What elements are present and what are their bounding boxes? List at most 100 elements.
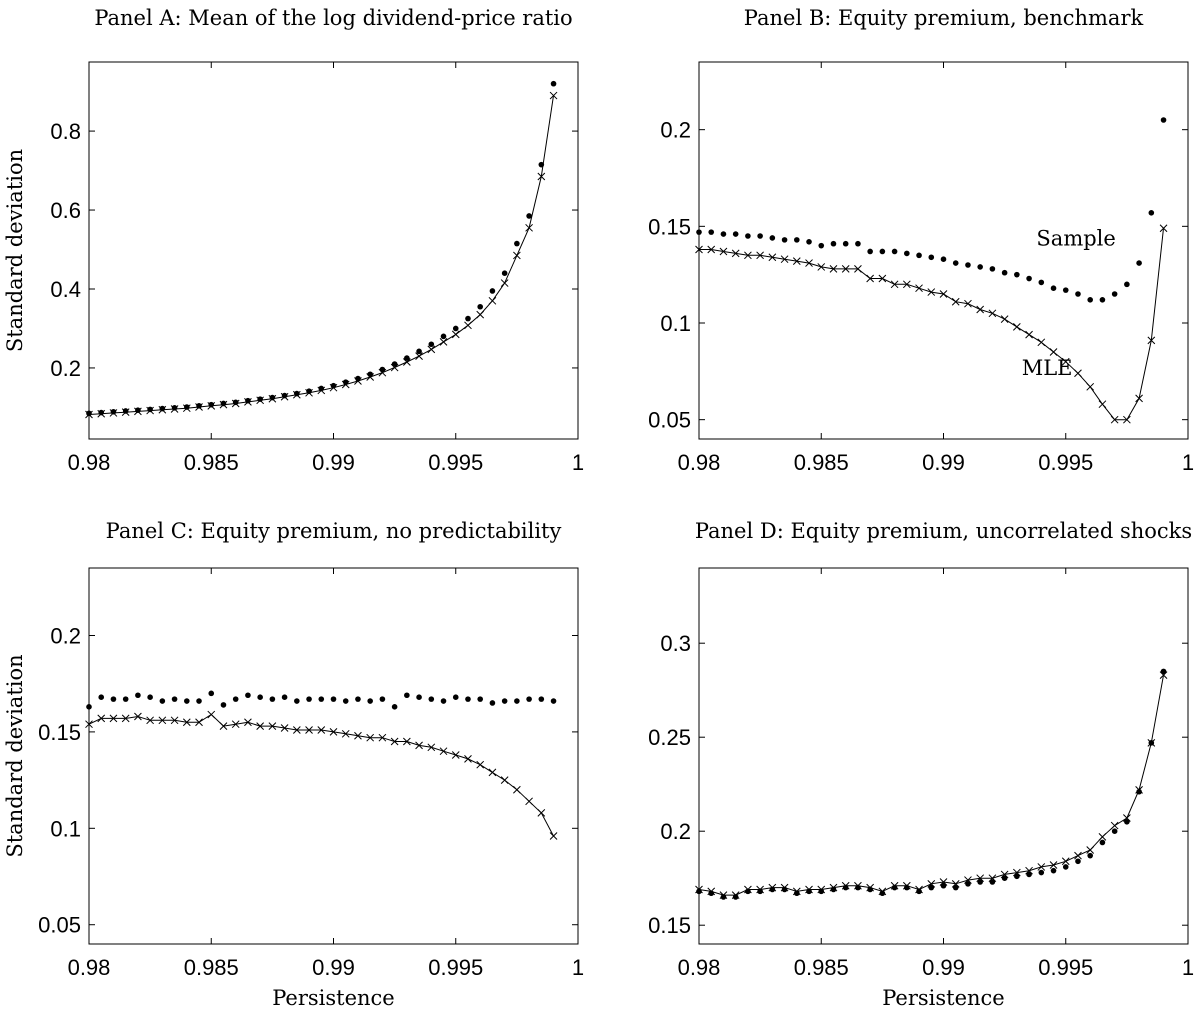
dot-marker xyxy=(830,240,837,247)
x-marker xyxy=(317,726,326,734)
x-marker xyxy=(1147,738,1156,747)
y-axis-label: Standard deviation xyxy=(3,149,27,352)
x-marker xyxy=(1074,851,1082,860)
x-marker xyxy=(525,797,533,806)
x-marker xyxy=(744,251,752,260)
x-marker xyxy=(500,279,509,287)
dot-marker xyxy=(355,696,361,702)
dot-marker xyxy=(159,698,166,704)
dot-marker xyxy=(1026,275,1032,282)
dot-marker xyxy=(977,879,983,885)
series-line xyxy=(88,95,554,415)
x-marker xyxy=(121,408,130,417)
x-marker xyxy=(427,743,436,752)
x-marker xyxy=(854,881,862,890)
x-marker xyxy=(1000,315,1009,323)
x-marker xyxy=(109,714,118,723)
dot-marker xyxy=(1087,297,1093,303)
x-marker xyxy=(1147,336,1156,345)
x-marker xyxy=(951,297,960,306)
mle-series xyxy=(85,91,558,419)
dot-marker xyxy=(879,248,886,255)
y-tick-label: 0.15 xyxy=(38,720,81,745)
x-marker xyxy=(1110,821,1119,830)
x-marker xyxy=(341,380,350,389)
dot-marker xyxy=(1038,279,1045,286)
panel-title: Panel C: Equity premium, no predictabili… xyxy=(106,519,562,543)
x-marker xyxy=(402,737,411,746)
series-line xyxy=(698,675,1164,896)
x-marker xyxy=(427,345,436,354)
x-marker xyxy=(158,716,167,725)
x-marker xyxy=(268,722,277,730)
panel-title: Panel D: Equity premium, uncorrelated sh… xyxy=(695,519,1192,543)
y-tick-label: 0.6 xyxy=(50,198,81,223)
dot-marker xyxy=(879,890,886,897)
dot-marker xyxy=(1087,852,1093,859)
dot-marker xyxy=(257,396,263,402)
dot-marker xyxy=(842,240,849,247)
x-marker xyxy=(1123,814,1131,822)
x-marker xyxy=(1098,400,1107,409)
dot-marker xyxy=(416,348,422,355)
x-marker xyxy=(488,296,497,305)
y-tick-label: 0.2 xyxy=(50,623,81,648)
dot-marker xyxy=(696,229,702,235)
x-marker xyxy=(231,720,240,729)
y-tick-label: 0.1 xyxy=(50,816,81,841)
x-tick-label: 0.98 xyxy=(68,955,111,980)
dot-marker xyxy=(110,408,117,415)
annotation-mle: MLE xyxy=(1022,356,1073,380)
x-marker xyxy=(1037,338,1046,347)
dot-marker xyxy=(1136,260,1142,266)
dot-marker xyxy=(281,694,288,700)
dot-marker xyxy=(269,696,276,702)
x-marker xyxy=(439,338,448,346)
dot-marker xyxy=(489,288,496,294)
dot-marker xyxy=(526,696,532,702)
x-marker xyxy=(695,245,703,254)
x-marker xyxy=(525,223,533,232)
x-marker xyxy=(292,726,301,734)
dot-marker xyxy=(1001,269,1008,276)
sample-series xyxy=(86,690,557,710)
dot-marker xyxy=(989,266,996,272)
y-tick-label: 0.3 xyxy=(660,631,691,656)
dot-marker xyxy=(232,696,239,702)
x-tick-label: 0.985 xyxy=(794,450,849,475)
x-tick-label: 0.98 xyxy=(678,450,721,475)
dot-marker xyxy=(1062,287,1069,293)
dot-marker xyxy=(171,696,178,702)
x-marker xyxy=(85,410,93,419)
x-tick-label: 0.995 xyxy=(1038,955,1093,980)
x-marker xyxy=(756,885,764,894)
x-tick-label: 0.985 xyxy=(184,450,239,475)
x-marker xyxy=(744,885,752,894)
dot-marker xyxy=(477,696,484,702)
dot-marker xyxy=(818,242,825,249)
x-tick-label: 0.98 xyxy=(68,450,111,475)
x-marker xyxy=(292,390,301,399)
panel-title: Panel B: Equity premium, benchmark xyxy=(744,6,1144,30)
x-marker xyxy=(1135,785,1143,794)
x-axis-label: Persistence xyxy=(272,986,395,1010)
x-marker xyxy=(329,383,338,392)
dot-marker xyxy=(769,235,776,241)
x-marker xyxy=(854,265,862,273)
dot-marker xyxy=(757,233,763,239)
dot-marker xyxy=(904,250,910,257)
dot-marker xyxy=(1038,869,1045,876)
series-line xyxy=(88,713,554,837)
dot-marker xyxy=(855,240,861,247)
x-marker xyxy=(817,885,826,894)
dot-marker xyxy=(416,694,422,700)
x-marker xyxy=(97,714,106,723)
dot-marker xyxy=(196,698,202,704)
dot-marker xyxy=(867,248,873,255)
x-marker xyxy=(537,809,546,817)
x-marker xyxy=(305,726,313,734)
mle-series xyxy=(695,224,1168,424)
x-marker xyxy=(256,396,265,405)
x-marker xyxy=(988,309,997,318)
x-marker xyxy=(1049,348,1058,356)
